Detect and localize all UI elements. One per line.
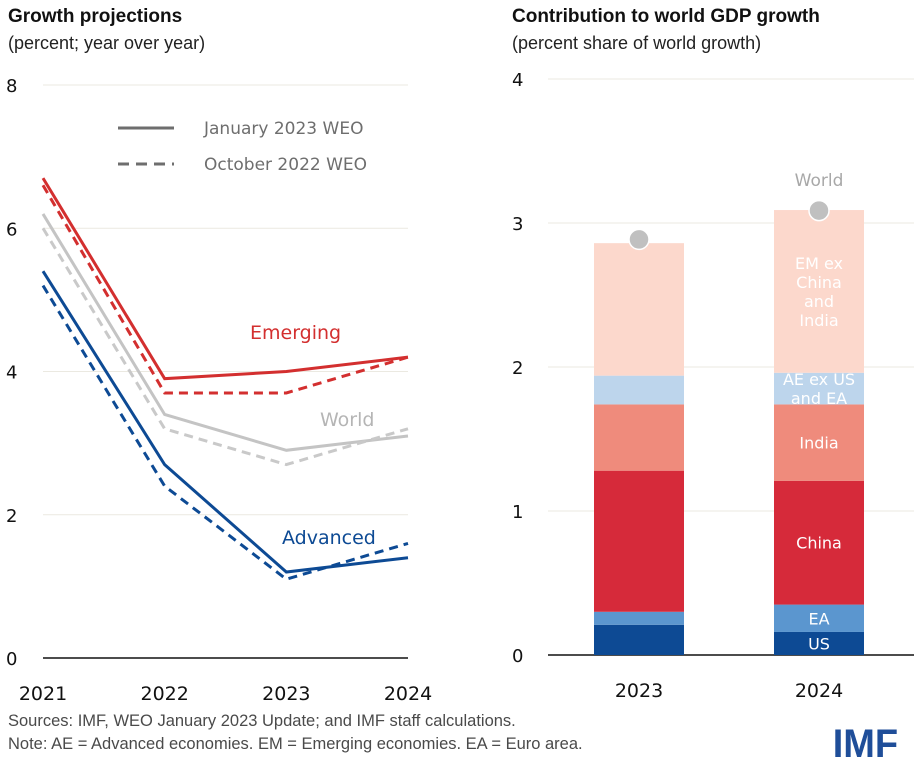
left-x-tick-label: 2023: [262, 683, 310, 705]
left-series-lines: [41, 177, 409, 581]
legend-label-october: October 2022 WEO: [204, 155, 367, 175]
segment-label-em-ex-china-and-india: EM ex China and India: [795, 254, 843, 330]
bar-segment-china-2024: [774, 480, 864, 605]
footer-note: Note: AE = Advanced economies. EM = Emer…: [8, 735, 583, 753]
right-chart-subtitle: (percent share of world growth): [512, 33, 762, 53]
left-chart-title: Growth projections: [8, 6, 183, 27]
right-y-tick-label: 3: [512, 214, 523, 235]
bar-segment-ae-ex-us-and-ea-2023: [594, 375, 684, 405]
bar-segment-ae-ex-us-and-ea-2024: [774, 372, 864, 405]
left-legend: January 2023 WEO October 2022 WEO: [118, 119, 367, 175]
right-x-tick-label: 2024: [795, 680, 843, 702]
series-label-world: World: [320, 409, 374, 431]
series-line-advanced-solid: [41, 270, 409, 574]
left-y-tick-label: 6: [6, 219, 17, 240]
series-label-advanced: Advanced: [282, 527, 376, 549]
series-line-emerging-solid: [41, 177, 409, 381]
series-line-world-dashed: [41, 227, 409, 467]
bar-segment-ea-2023: [594, 611, 684, 625]
series-line-emerging-dashed: [41, 184, 409, 395]
world-marker-label: World: [795, 171, 844, 191]
segment-label-line: EA: [808, 609, 829, 628]
series-label-emerging: Emerging: [250, 322, 341, 344]
bar-segment-em-ex-china-and-india-2024: [774, 210, 864, 373]
segment-label-line: India: [799, 311, 838, 330]
right-x-axis: 2023 2024: [615, 680, 843, 702]
segment-label-line: EM ex: [795, 254, 843, 273]
bar-segment-us-2024: [774, 631, 864, 655]
series-line-world-solid: [41, 213, 409, 452]
segment-label-ae-ex-us-and-ea: AE ex US and EA: [783, 370, 855, 408]
segment-label-line: China: [796, 534, 842, 553]
segment-label-line: AE ex US: [783, 370, 855, 389]
world-marker-2023: [628, 228, 650, 251]
left-x-tick-label: 2024: [384, 683, 432, 705]
bar-segment-india-2024: [774, 404, 864, 481]
segment-label-line: China: [796, 273, 842, 292]
right-world-markers: [628, 199, 830, 251]
segment-label-india: India: [799, 434, 838, 453]
right-y-tick-label: 4: [512, 70, 523, 91]
left-x-tick-label: 2022: [140, 683, 188, 705]
right-x-tick-label: 2023: [615, 680, 663, 702]
left-y-axis: 0 2 4 6 8: [6, 76, 17, 670]
left-x-axis: 2021 2022 2023 2024: [19, 683, 432, 705]
segment-label-line: and: [804, 292, 834, 311]
right-y-tick-label: 2: [512, 358, 523, 379]
left-gridlines: [43, 84, 408, 659]
bar-segment-china-2023: [594, 470, 684, 612]
right-stacked-bars: [594, 210, 864, 655]
left-y-tick-label: 8: [6, 76, 17, 97]
footer-sources: Sources: IMF, WEO January 2023 Update; a…: [8, 712, 516, 730]
bar-segment-ea-2024: [774, 604, 864, 632]
right-y-tick-label: 1: [512, 502, 523, 523]
bar-segment-india-2023: [594, 404, 684, 471]
segment-label-us: US: [808, 634, 830, 653]
left-y-tick-label: 0: [6, 649, 17, 670]
left-chart-subtitle: (percent; year over year): [8, 33, 206, 53]
bar-segment-us-2023: [594, 624, 684, 655]
world-marker-2024: [808, 199, 830, 222]
segment-label-ea: EA: [808, 609, 829, 628]
segment-label-line: and EA: [791, 389, 847, 408]
left-y-tick-label: 4: [6, 363, 17, 384]
left-y-tick-label: 2: [6, 506, 17, 527]
right-y-tick-label: 0: [512, 646, 523, 667]
segment-label-line: India: [799, 434, 838, 453]
imf-logo: IMF: [832, 722, 899, 766]
bar-segment-em-ex-china-and-india-2023: [594, 243, 684, 376]
right-y-axis: 0 1 2 3 4: [512, 70, 523, 667]
series-line-advanced-dashed: [41, 284, 409, 581]
right-chart-title: Contribution to world GDP growth: [512, 6, 820, 27]
legend-label-january: January 2023 WEO: [203, 119, 363, 139]
segment-label-line: US: [808, 634, 830, 653]
segment-label-china: China: [796, 534, 842, 553]
left-x-tick-label: 2021: [19, 683, 67, 705]
